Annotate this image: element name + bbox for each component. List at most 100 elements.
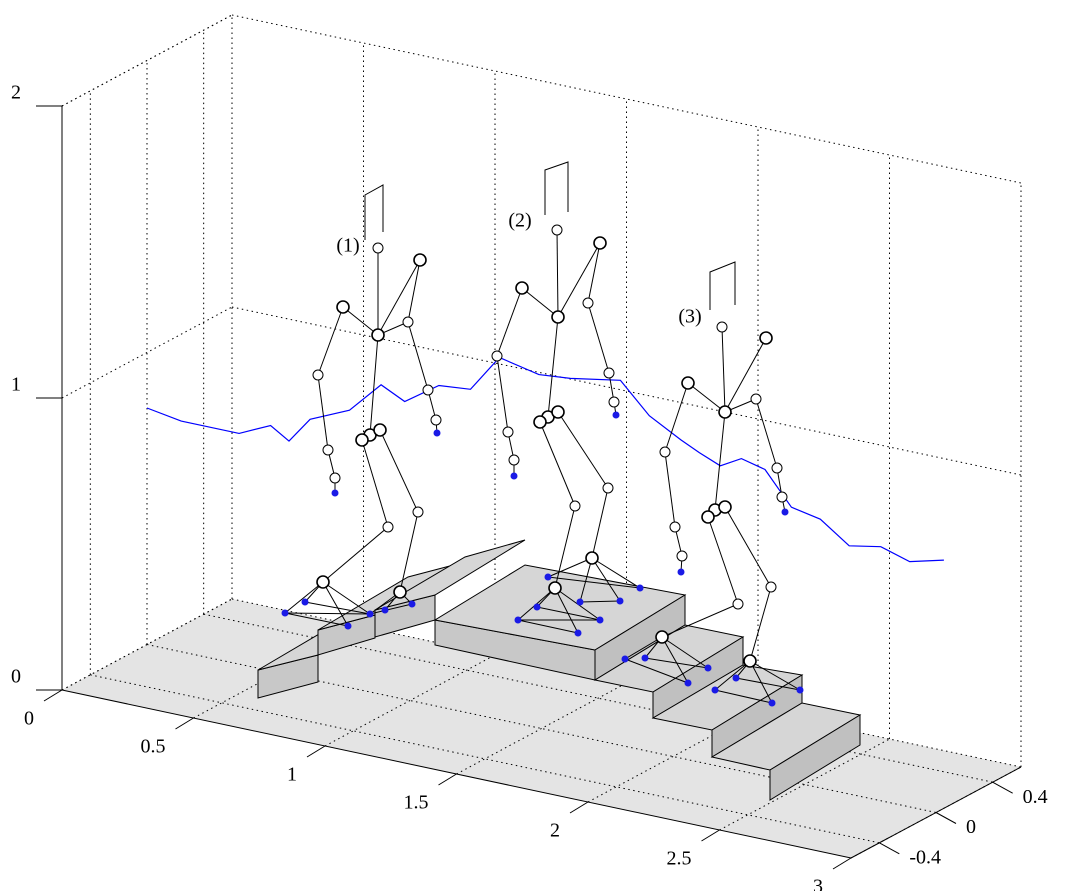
joint bbox=[569, 500, 581, 512]
x-tick bbox=[438, 773, 457, 786]
limb bbox=[749, 586, 772, 662]
joint bbox=[602, 482, 614, 494]
x-tick-label: 0 bbox=[24, 708, 34, 730]
foot-point bbox=[366, 610, 374, 618]
limb bbox=[587, 242, 601, 304]
limb bbox=[547, 316, 559, 418]
limb bbox=[377, 259, 421, 336]
limb bbox=[317, 374, 329, 451]
grid-line bbox=[719, 738, 890, 831]
foot-point bbox=[514, 616, 522, 624]
joint bbox=[382, 521, 394, 533]
limb bbox=[579, 600, 621, 603]
limb bbox=[661, 636, 709, 669]
joint bbox=[582, 297, 594, 309]
foot-point bbox=[574, 629, 582, 637]
limb bbox=[557, 411, 609, 489]
joint bbox=[743, 654, 757, 668]
joint bbox=[413, 253, 427, 267]
joint bbox=[771, 462, 783, 474]
joint bbox=[371, 328, 385, 342]
limb bbox=[721, 326, 726, 413]
z-tick-label: 0 bbox=[11, 666, 21, 688]
joint bbox=[551, 310, 565, 324]
joint bbox=[430, 414, 442, 426]
x-tick-label: 0.5 bbox=[141, 736, 166, 758]
joint bbox=[322, 444, 334, 456]
limb bbox=[749, 660, 773, 704]
limb bbox=[591, 487, 609, 559]
limb bbox=[724, 337, 767, 413]
foot-point bbox=[533, 603, 541, 611]
limb bbox=[556, 229, 559, 318]
limb bbox=[539, 421, 576, 507]
joint bbox=[533, 415, 547, 429]
limb bbox=[557, 242, 601, 318]
curve-layer bbox=[146, 356, 944, 563]
joint bbox=[732, 598, 744, 610]
foot-point bbox=[677, 568, 685, 576]
joint bbox=[676, 550, 688, 562]
limb bbox=[707, 516, 739, 605]
foot-point bbox=[732, 674, 740, 682]
x-tick-label: 1.5 bbox=[404, 792, 429, 814]
limb bbox=[496, 287, 523, 357]
joint bbox=[593, 236, 607, 250]
annotation: (2) bbox=[508, 210, 531, 232]
limb bbox=[755, 398, 778, 469]
limb bbox=[322, 581, 371, 615]
foot-point bbox=[621, 655, 629, 663]
joint bbox=[718, 405, 732, 419]
limb bbox=[579, 557, 593, 603]
limb bbox=[407, 321, 429, 391]
joint bbox=[502, 426, 514, 438]
foot-point bbox=[781, 508, 789, 516]
joint bbox=[655, 630, 669, 644]
joint bbox=[329, 472, 341, 484]
joint bbox=[373, 423, 387, 437]
limb bbox=[687, 382, 726, 413]
limb bbox=[342, 306, 379, 336]
limb bbox=[664, 382, 689, 453]
limb bbox=[521, 287, 559, 318]
foot-point bbox=[684, 679, 692, 687]
z-tick-label: 1 bbox=[11, 374, 21, 396]
stair-top bbox=[374, 539, 526, 611]
x-tick-label: 2.5 bbox=[667, 848, 692, 870]
joint bbox=[393, 585, 407, 599]
foot-point bbox=[704, 664, 712, 672]
joint bbox=[718, 500, 732, 514]
foot-point bbox=[544, 573, 552, 581]
y-tick-label: 0 bbox=[966, 816, 976, 838]
limb bbox=[724, 506, 772, 588]
limb bbox=[661, 636, 689, 684]
limb bbox=[587, 302, 610, 374]
limb bbox=[664, 451, 676, 528]
x-tick bbox=[832, 857, 852, 870]
foot-point bbox=[281, 609, 289, 617]
limb bbox=[536, 606, 601, 621]
grid-line bbox=[324, 654, 496, 747]
foot-point bbox=[636, 584, 644, 592]
joint bbox=[701, 510, 715, 524]
foot-point bbox=[433, 429, 441, 437]
stair-face bbox=[769, 714, 861, 801]
foot-point bbox=[796, 686, 804, 694]
y-tick-label: 0.4 bbox=[1023, 786, 1048, 808]
annotation: (1) bbox=[336, 235, 359, 257]
joint bbox=[402, 316, 414, 328]
joint bbox=[508, 454, 520, 466]
axes-layer: 0 1 2 0 0.5 1 1.5 2 2.5 3 -0.4 0 0.4 bbox=[11, 82, 1048, 891]
limb bbox=[749, 660, 801, 691]
foot-point bbox=[381, 606, 389, 614]
joint bbox=[681, 376, 695, 390]
joint bbox=[603, 367, 615, 379]
limb bbox=[644, 657, 709, 669]
x-tick bbox=[175, 717, 194, 730]
grid-line bbox=[61, 14, 233, 107]
limb bbox=[547, 557, 593, 578]
joint bbox=[312, 369, 324, 381]
x-tick-label: 3 bbox=[813, 876, 823, 891]
y-tick bbox=[992, 781, 1013, 794]
